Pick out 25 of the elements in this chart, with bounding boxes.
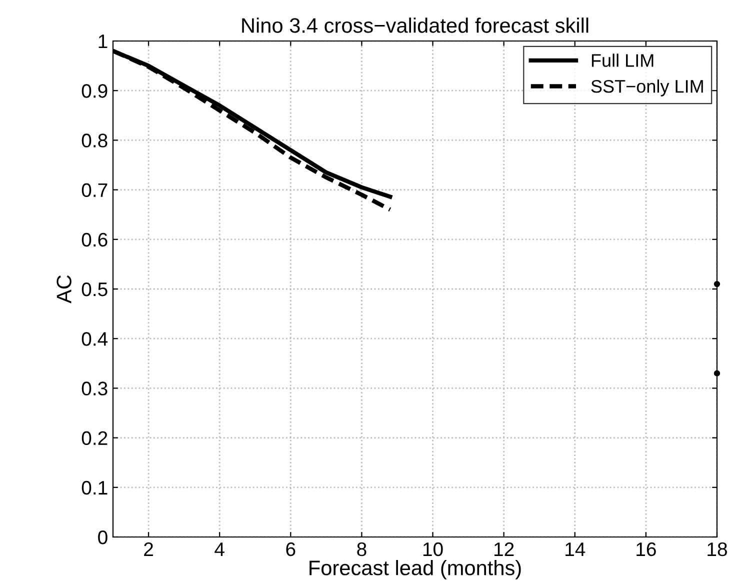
x-tick-label: 10: [423, 542, 443, 556]
y-tick-label: 0.2: [82, 431, 108, 446]
y-tick-label: 0.5: [82, 282, 108, 296]
x-tick-label: 2: [144, 542, 153, 556]
x-tick-label: 16: [636, 542, 656, 556]
y-tick-label: 0.3: [82, 382, 108, 396]
y-tick-label: 0.8: [82, 134, 108, 148]
x-tick-label: 8: [357, 542, 366, 556]
y-axis-title: AC: [56, 275, 72, 304]
x-tick-label: 18: [708, 542, 727, 556]
y-tick-label: 0.9: [82, 84, 108, 98]
legend-label: Full LIM: [592, 54, 654, 67]
legend-label: SST−only LIM: [591, 80, 703, 96]
y-tick-label: 1: [98, 34, 108, 48]
y-tick-label: 0.4: [82, 332, 108, 346]
x-tick-label: 6: [286, 542, 296, 556]
chart-title: Nino 3.4 cross−validated forecast skill: [242, 18, 588, 33]
x-tick-label: 14: [566, 542, 586, 556]
x-tick-label: 4: [214, 542, 224, 556]
y-tick-label: 0.1: [82, 480, 108, 495]
x-tick-label: 12: [494, 542, 514, 556]
x-axis-title: Forecast lead (months): [310, 560, 521, 580]
y-tick-label: 0.7: [82, 183, 108, 198]
y-tick-label: 0: [98, 530, 108, 544]
y-tick-label: 0.6: [82, 232, 108, 247]
